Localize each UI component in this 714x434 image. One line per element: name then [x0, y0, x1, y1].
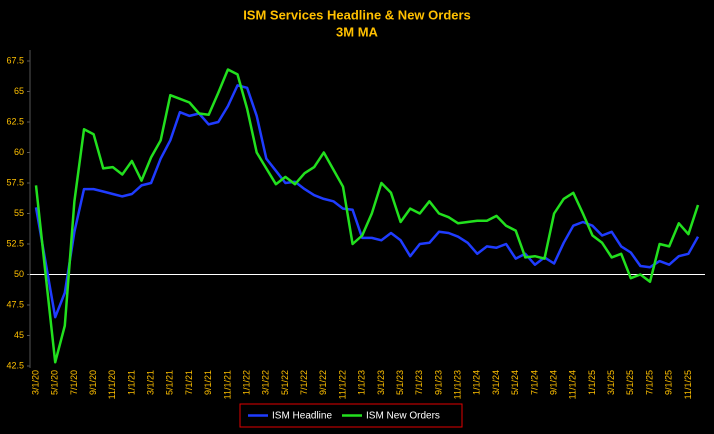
y-tick-label: 67.5	[6, 55, 24, 65]
x-tick-label: 1/1/21	[126, 370, 136, 395]
x-tick-label: 11/1/24	[568, 370, 578, 399]
y-tick-label: 45	[14, 330, 24, 340]
x-tick-label: 11/1/22	[337, 370, 347, 399]
x-tick-label: 3/1/20	[30, 370, 40, 395]
x-tick-label: 5/1/25	[625, 370, 635, 395]
y-tick-label: 50	[14, 269, 24, 279]
x-tick-label: 7/1/23	[414, 370, 424, 395]
y-tick-label: 47.5	[6, 299, 24, 309]
chart-title: ISM Services Headline & New Orders	[243, 7, 471, 22]
y-tick-label: 65	[14, 86, 24, 96]
y-tick-label: 60	[14, 147, 24, 157]
x-tick-label: 3/1/23	[376, 370, 386, 395]
x-tick-label: 3/1/24	[491, 370, 501, 395]
x-tick-label: 3/1/25	[606, 370, 616, 395]
x-tick-label: 5/1/24	[510, 370, 520, 395]
legend-box	[239, 403, 463, 428]
x-tick-label: 9/1/22	[318, 370, 328, 395]
x-tick-label: 9/1/23	[433, 370, 443, 395]
x-tick-label: 11/1/25	[683, 370, 693, 399]
x-tick-label: 11/1/21	[222, 370, 232, 399]
x-tick-label: 11/1/23	[453, 370, 463, 399]
x-tick-label: 5/1/20	[50, 370, 60, 395]
legend-label: ISM New Orders	[366, 411, 440, 422]
x-tick-label: 3/1/22	[261, 370, 271, 395]
x-tick-label: 7/1/21	[184, 370, 194, 395]
x-tick-label: 1/1/25	[587, 370, 597, 395]
legend-label: ISM Headline	[272, 411, 332, 422]
x-tick-label: 7/1/22	[299, 370, 309, 395]
x-tick-label: 1/1/24	[472, 370, 482, 395]
x-tick-label: 9/1/24	[548, 370, 558, 395]
x-tick-label: 11/1/20	[107, 370, 117, 399]
chart-subtitle: 3M MA	[336, 24, 379, 39]
x-tick-label: 5/1/21	[165, 370, 175, 395]
x-tick-label: 1/1/22	[241, 370, 251, 395]
y-tick-label: 57.5	[6, 177, 24, 187]
x-tick-label: 9/1/20	[88, 370, 98, 395]
x-tick-label: 9/1/25	[664, 370, 674, 395]
y-tick-label: 42.5	[6, 360, 24, 370]
x-tick-label: 7/1/20	[69, 370, 79, 395]
x-tick-label: 7/1/25	[644, 370, 654, 395]
y-tick-label: 52.5	[6, 238, 24, 248]
x-tick-label: 5/1/23	[395, 370, 405, 395]
x-tick-label: 5/1/22	[280, 370, 290, 395]
x-tick-label: 1/1/23	[357, 370, 367, 395]
x-tick-label: 7/1/24	[529, 370, 539, 395]
x-tick-label: 3/1/21	[146, 370, 156, 395]
y-tick-label: 55	[14, 208, 24, 218]
series-line	[34, 68, 700, 364]
y-tick-label: 62.5	[6, 116, 24, 126]
x-tick-label: 9/1/21	[203, 370, 213, 395]
